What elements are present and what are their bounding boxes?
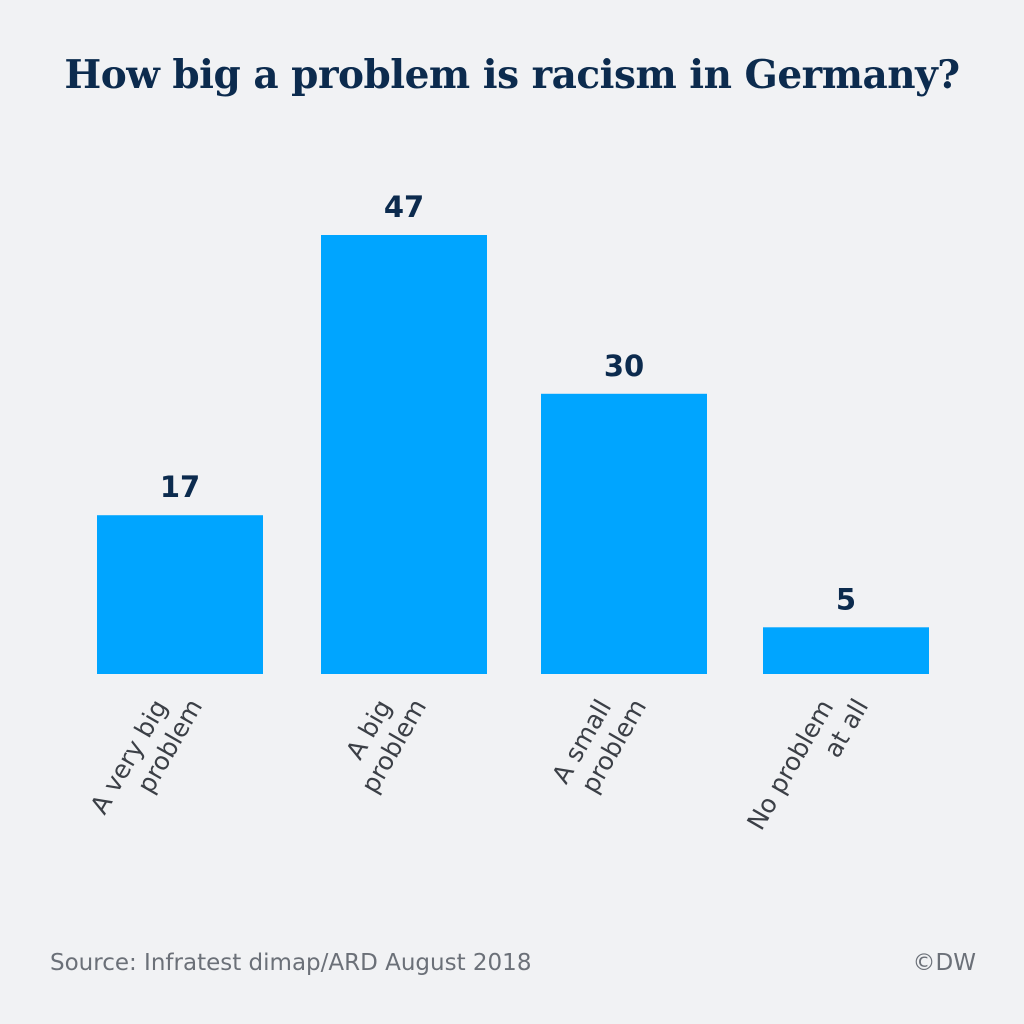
category-label: No problemat all <box>741 679 874 850</box>
category-label: A very bigproblem <box>85 679 209 834</box>
copyright: ©DW <box>912 950 976 976</box>
data-label: 47 <box>384 190 424 224</box>
data-label: 5 <box>836 582 856 616</box>
bar <box>321 235 487 674</box>
source-note: Source: Infratest dimap/ARD August 2018 <box>50 950 532 976</box>
bar <box>97 515 263 674</box>
data-label: 17 <box>160 470 200 504</box>
category-label: A bigproblem <box>329 679 432 798</box>
chart-title: How big a problem is racism in Germany? <box>64 52 960 98</box>
bar <box>763 627 929 674</box>
category-label: A smallproblem <box>546 679 652 803</box>
bar <box>541 393 707 674</box>
data-label: 30 <box>604 349 644 383</box>
